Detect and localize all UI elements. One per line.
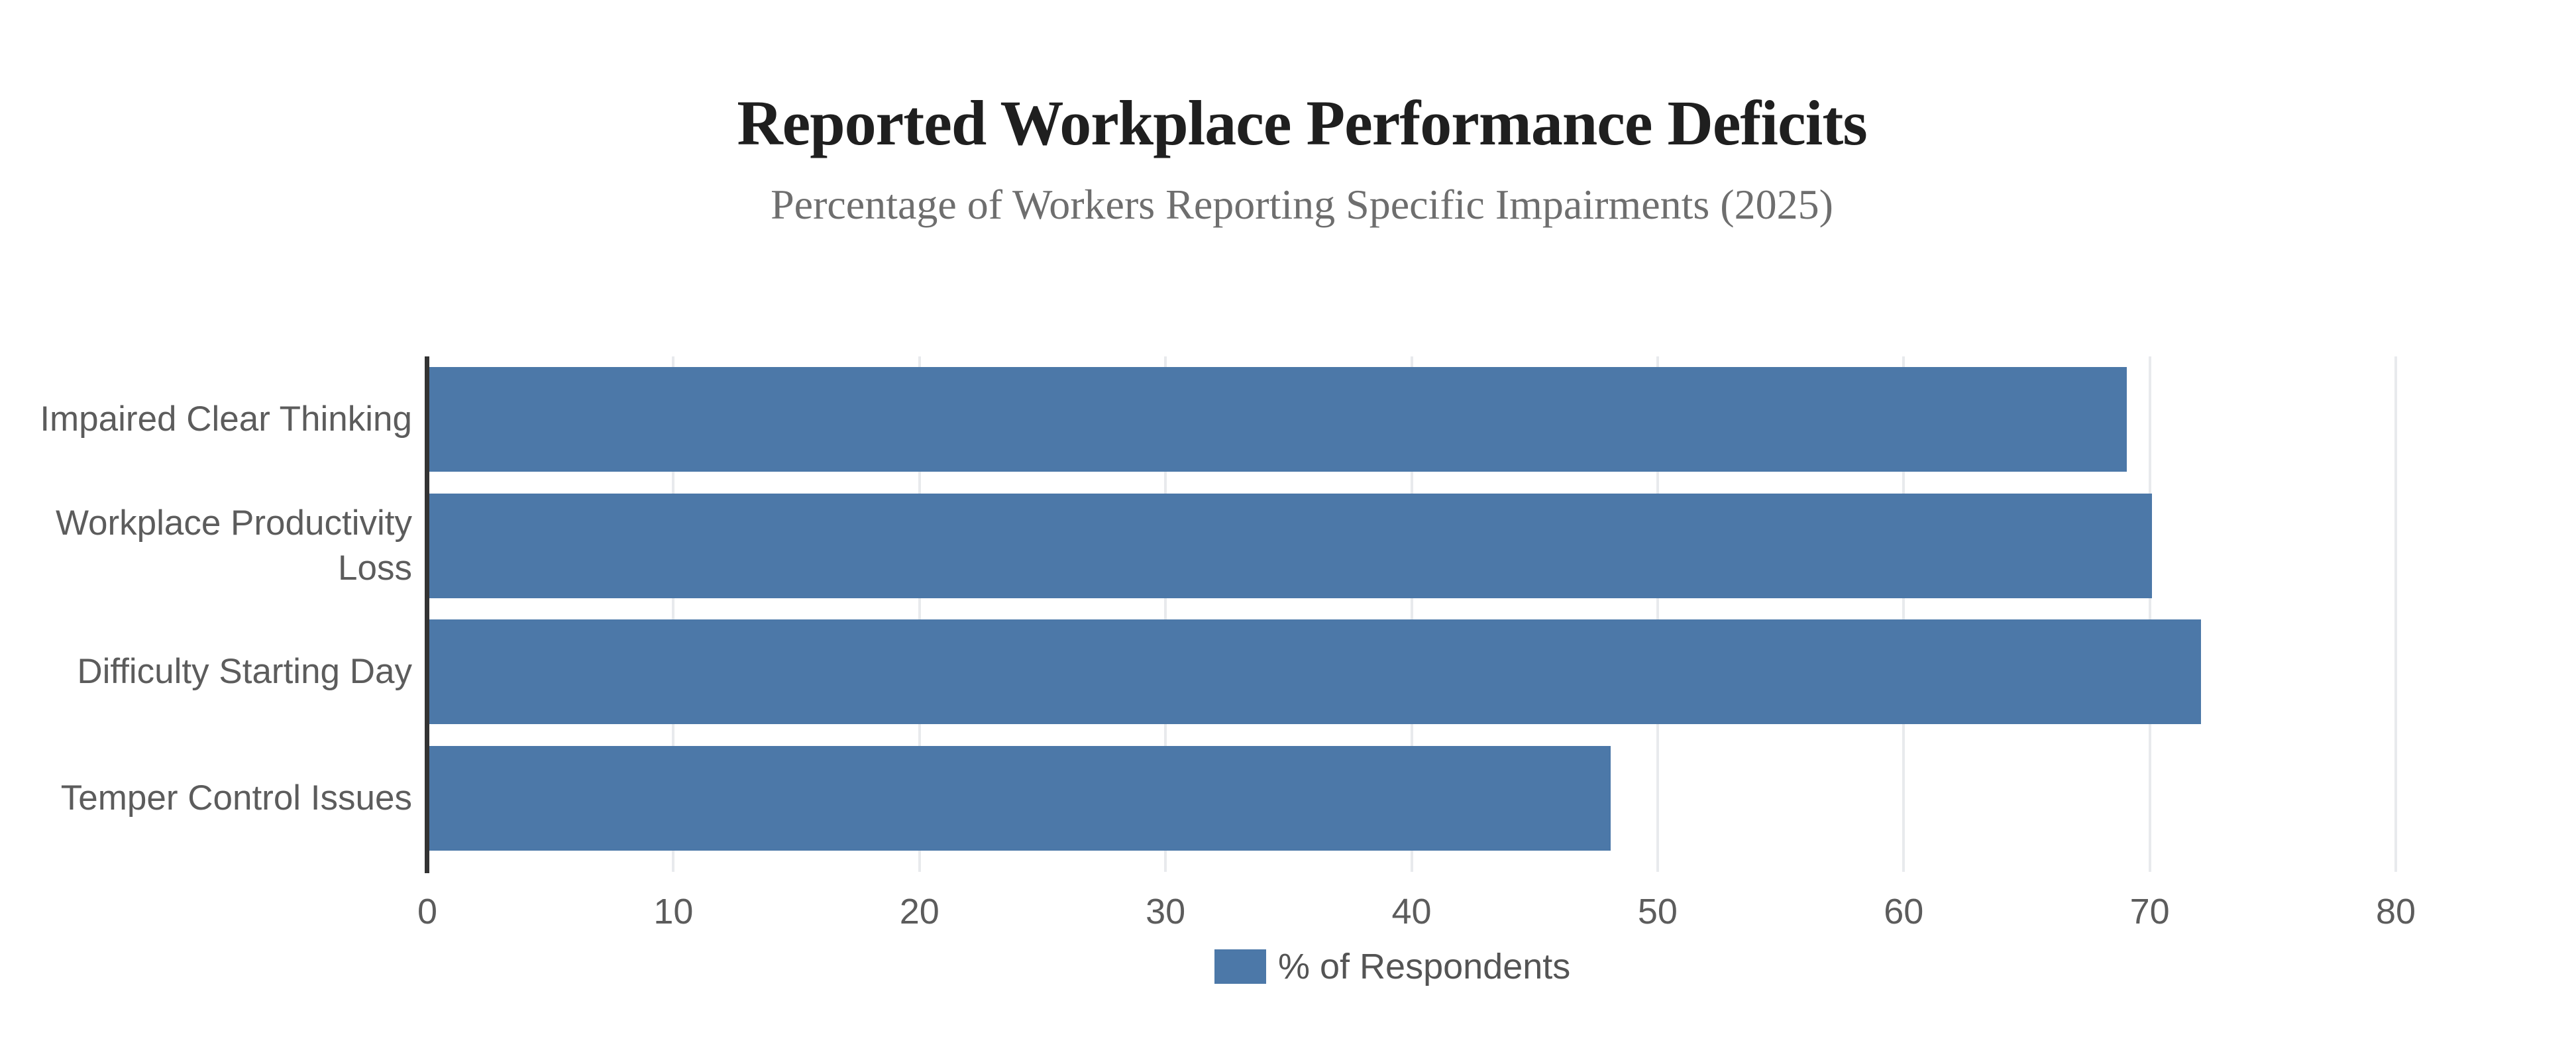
bar [429, 619, 2201, 725]
gridline [2148, 356, 2151, 872]
gridline [1164, 356, 1167, 872]
x-tick-label: 80 [2375, 892, 2416, 931]
gridline [918, 356, 921, 872]
legend-label: % of Respondents [1278, 947, 1571, 986]
x-tick-label: 0 [417, 892, 438, 931]
y-axis-label: Workplace Productivity Loss [55, 503, 412, 588]
y-axis-label: Impaired Clear Thinking [40, 399, 412, 439]
x-tick-label: 10 [653, 892, 694, 931]
x-tick-label: 30 [1146, 892, 1186, 931]
legend: % of Respondents [1214, 946, 1570, 987]
gridline [2394, 356, 2397, 872]
bar [429, 367, 2127, 472]
chart-subtitle: Percentage of Workers Reporting Specific… [771, 181, 1833, 228]
gridline [1410, 356, 1413, 872]
x-tick-label: 20 [899, 892, 939, 931]
x-tick-label: 40 [1391, 892, 1432, 931]
bar [429, 493, 2152, 598]
legend-swatch [1214, 949, 1266, 984]
chart-title: Reported Workplace Performance Deficits [737, 87, 1867, 158]
plot-area: 0 10 20 30 40 50 60 70 80 [417, 356, 2455, 931]
x-tick-label: 50 [1637, 892, 1678, 931]
gridline [672, 356, 675, 872]
bar [429, 745, 1611, 851]
y-axis-label: Temper Control Issues [60, 778, 412, 818]
y-axis-label: Difficulty Starting Day [77, 652, 412, 692]
y-axis-line [425, 356, 429, 873]
x-tick-label: 70 [2129, 892, 2170, 931]
gridline [1902, 356, 1905, 872]
y-axis-labels: Impaired Clear Thinking Workplace Product… [20, 0, 412, 1060]
gridline [1656, 356, 1659, 872]
x-tick-label: 60 [1884, 892, 1924, 931]
